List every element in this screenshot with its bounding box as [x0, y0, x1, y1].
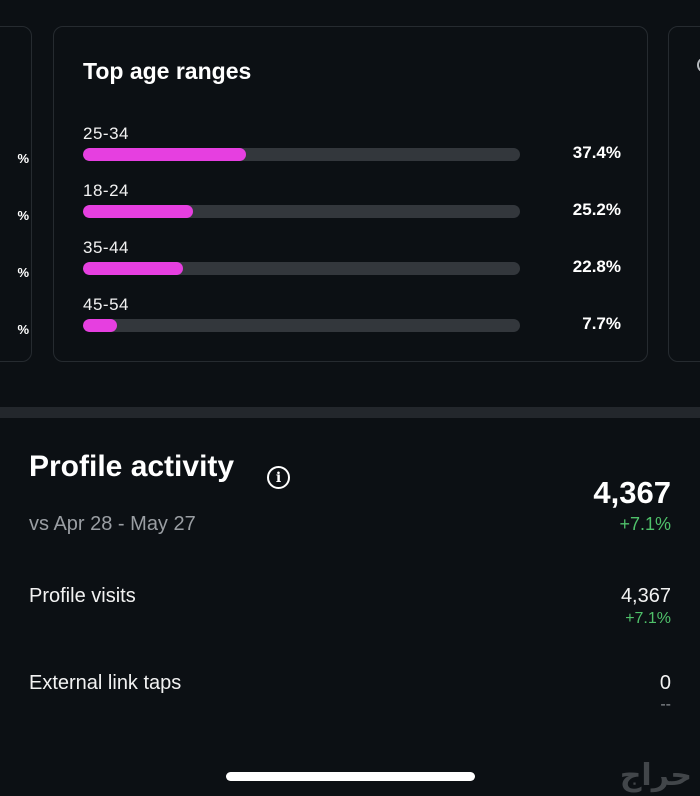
age-range-row: 35-44 22.8% [83, 238, 621, 278]
age-range-percent: 25.2% [572, 200, 621, 219]
age-range-bar-fill [83, 148, 247, 161]
age-range-bar-track [83, 148, 520, 161]
comparison-period: vs Apr 28 - May 27 [29, 513, 196, 535]
info-icon[interactable]: i [267, 466, 290, 489]
age-range-bar-fill [83, 205, 194, 218]
metric-change: -- [660, 696, 671, 713]
age-range-row: 25-34 37.4% [83, 124, 621, 164]
metric-value: 4,367 [620, 585, 671, 607]
age-range-bar-track [83, 319, 520, 332]
watermark-logo: حراج [619, 758, 692, 793]
left-partial-card: % % % % [0, 26, 32, 362]
age-range-label: 18-24 [83, 181, 129, 200]
age-range-bar-fill [83, 319, 117, 332]
left-pct-label: % [17, 151, 29, 166]
section-divider [0, 407, 700, 418]
profile-activity-change: +7.1% [619, 514, 671, 534]
right-partial-card[interactable] [668, 26, 700, 362]
top-age-ranges-card: Top age ranges 25-34 37.4% 18-24 25.2% 3… [53, 26, 648, 362]
left-pct-label: % [17, 265, 29, 280]
metric-label: Profile visits [29, 585, 136, 607]
age-range-label: 45-54 [83, 295, 129, 314]
profile-activity-total: 4,367 [593, 475, 671, 510]
home-indicator[interactable] [226, 772, 475, 781]
age-range-bar-fill [83, 262, 183, 275]
age-range-percent: 7.7% [582, 314, 621, 333]
profile-activity-title: Profile activity [29, 450, 235, 483]
age-range-row: 45-54 7.7% [83, 295, 621, 335]
metric-change: +7.1% [625, 610, 671, 627]
age-range-label: 35-44 [83, 238, 129, 257]
age-range-percent: 22.8% [572, 257, 621, 276]
left-pct-label: % [17, 322, 29, 337]
metric-label: External link taps [29, 672, 182, 694]
card-title: Top age ranges [83, 58, 252, 84]
age-range-bar-track [83, 262, 520, 275]
age-range-bar-track [83, 205, 520, 218]
left-pct-label: % [17, 208, 29, 223]
age-range-percent: 37.4% [572, 143, 621, 162]
age-range-label: 25-34 [83, 124, 129, 143]
age-range-row: 18-24 25.2% [83, 181, 621, 221]
metric-value: 0 [659, 672, 671, 694]
